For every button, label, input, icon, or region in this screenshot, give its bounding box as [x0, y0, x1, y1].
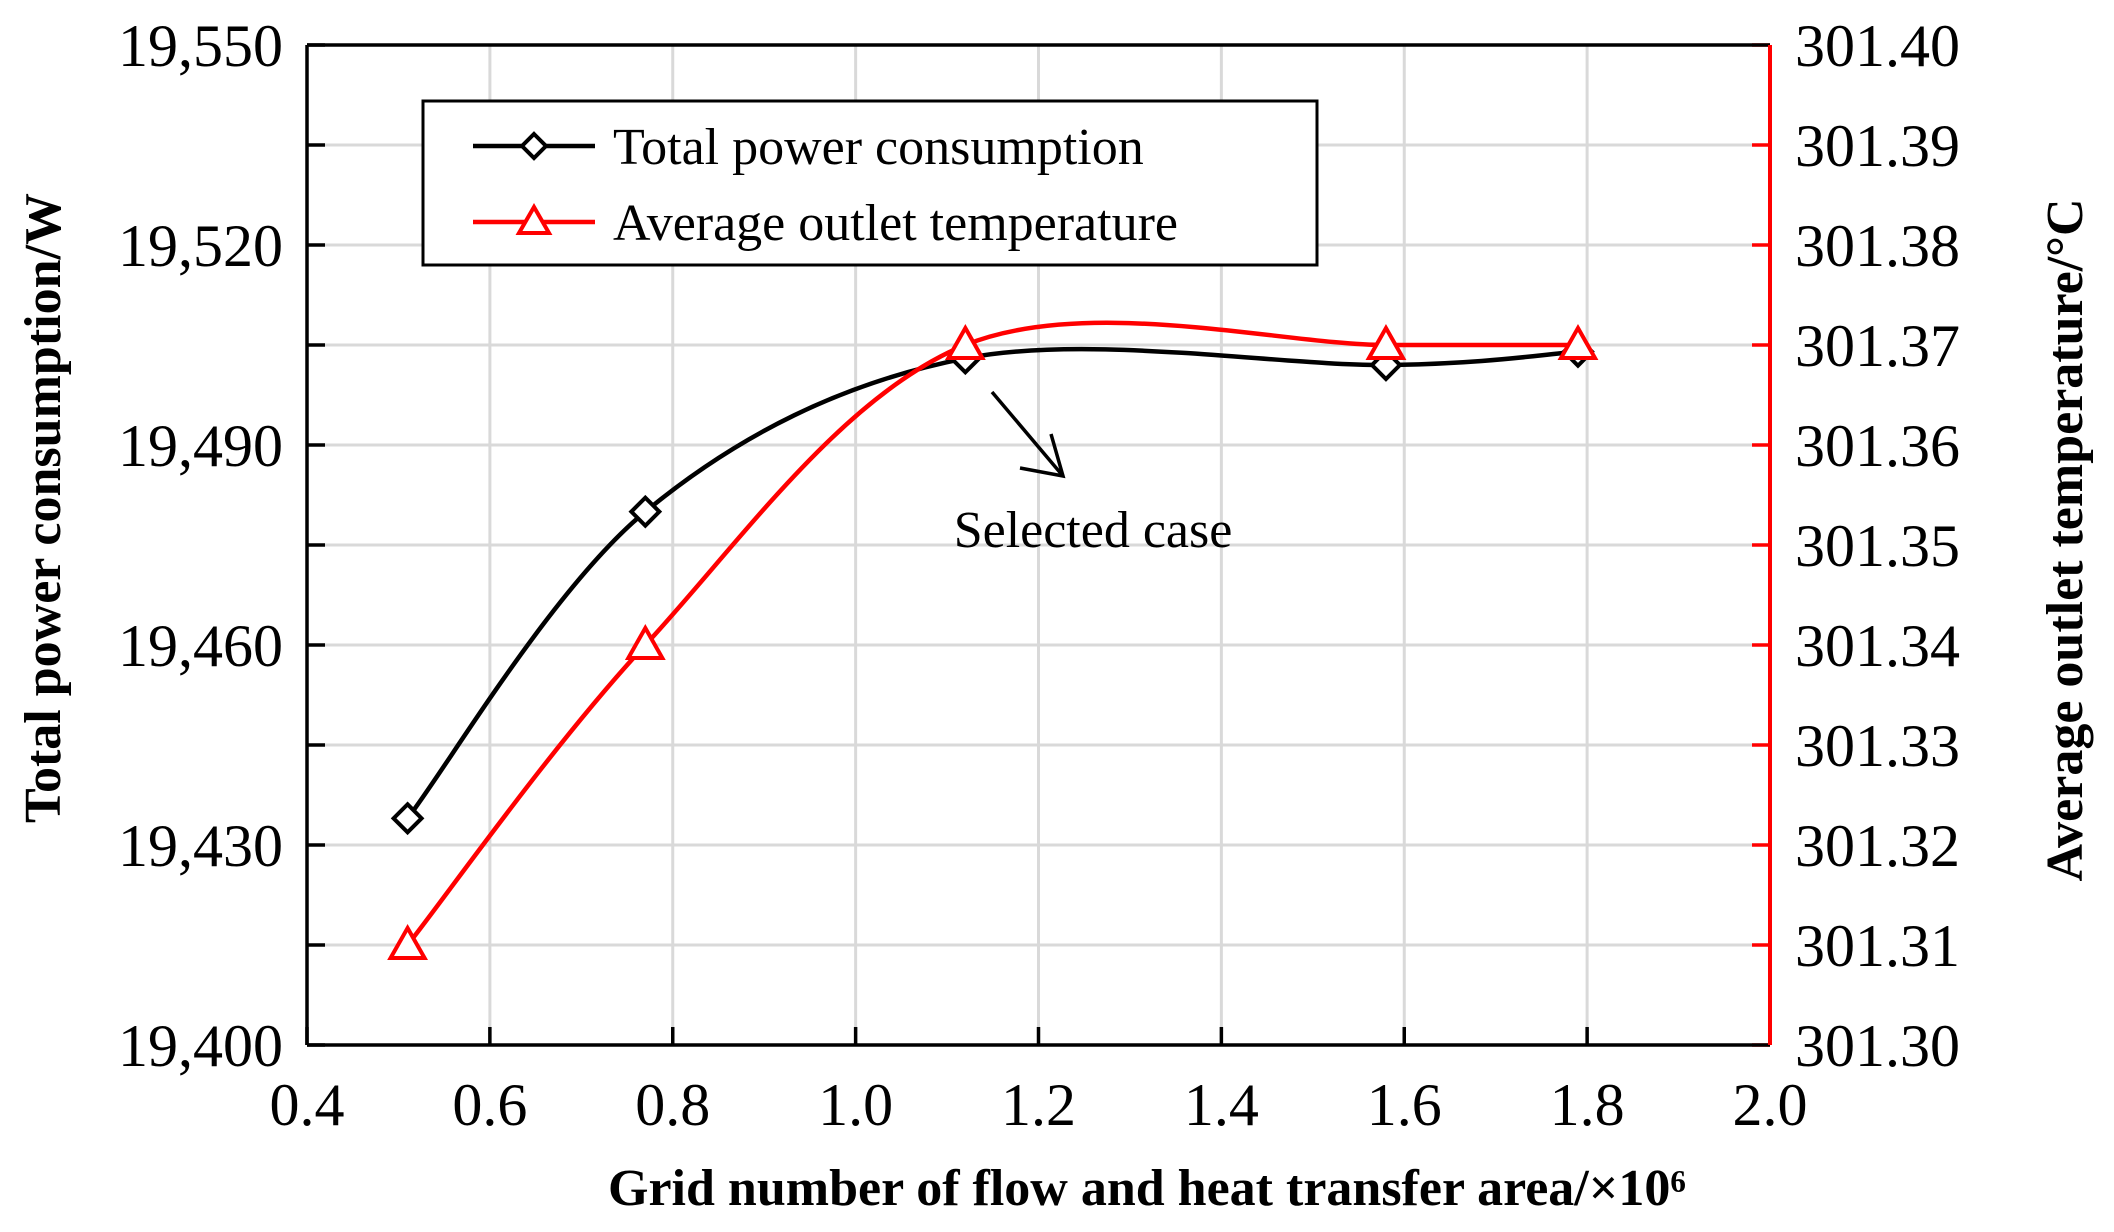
y-right-tick-label: 301.39 — [1795, 113, 1960, 179]
y-right-tick-label: 301.35 — [1795, 513, 1960, 579]
x-tick-label: 1.2 — [1001, 1072, 1076, 1138]
x-tick-label: 1.4 — [1184, 1072, 1259, 1138]
data-point-triangle — [1365, 323, 1407, 360]
annotation-arrowhead-icon — [1019, 433, 1066, 479]
x-tick-label: 0.8 — [635, 1072, 710, 1138]
legend: Total power consumption Average outlet t… — [421, 99, 1319, 267]
y-right-tick-label: 301.34 — [1795, 613, 1960, 679]
y-right-tick-label: 301.30 — [1795, 1013, 1960, 1079]
y-axis-right-title: Average outlet temperature/°C — [2037, 198, 2094, 881]
y-right-tick-label: 301.36 — [1795, 413, 1960, 479]
data-point-diamond — [390, 801, 425, 836]
y-left-tick-label: 19,400 — [118, 1013, 283, 1079]
y-right-tick-label: 301.40 — [1795, 13, 1960, 79]
y-right-tick-label: 301.33 — [1795, 713, 1960, 779]
annotation-arrow-shaft — [990, 390, 1065, 478]
y-left-tick-label: 19,460 — [118, 613, 283, 679]
legend-label-temp: Average outlet temperature — [613, 195, 1178, 252]
y-right-tick-label: 301.31 — [1795, 913, 1960, 979]
data-point-triangle — [624, 623, 666, 660]
axes — [305, 43, 1772, 1047]
y-left-tick-label: 19,490 — [118, 413, 283, 479]
legend-label-power: Total power consumption — [613, 119, 1144, 176]
y-right-tick-label: 301.37 — [1795, 313, 1960, 379]
x-tick-label: 0.6 — [452, 1072, 527, 1138]
x-tick-label: 0.4 — [270, 1072, 345, 1138]
x-axis-title: Grid number of flow and heat transfer ar… — [608, 1160, 1686, 1217]
legend-triangle-icon — [515, 202, 553, 235]
series-lines — [405, 320, 1579, 947]
y-right-tick-label: 301.38 — [1795, 213, 1960, 279]
series-line-0 — [405, 346, 1579, 820]
series-line-1 — [405, 320, 1578, 947]
y-left-tick-label: 19,520 — [118, 213, 283, 279]
y-right-tick-label: 301.32 — [1795, 813, 1960, 879]
x-tick-label: 1.6 — [1367, 1072, 1442, 1138]
legend-diamond-icon — [519, 131, 549, 161]
y-axis-left-title: Total power consumption/W — [15, 193, 72, 823]
data-point-triangle — [1557, 323, 1599, 360]
legend-box — [421, 99, 1319, 267]
series-markers — [387, 323, 1599, 960]
data-point-triangle — [387, 923, 429, 960]
x-tick-label: 1.8 — [1550, 1072, 1625, 1138]
x-tick-label: 1.0 — [818, 1072, 893, 1138]
y-left-tick-label: 19,550 — [118, 13, 283, 79]
data-point-diamond — [628, 494, 663, 529]
x-tick-label: 2.0 — [1733, 1072, 1808, 1138]
annotation-text: Selected case — [954, 502, 1233, 559]
y-left-tick-label: 19,430 — [118, 813, 283, 879]
selected-case-annotation: Selected case — [954, 390, 1233, 559]
data-point-triangle — [944, 323, 986, 360]
